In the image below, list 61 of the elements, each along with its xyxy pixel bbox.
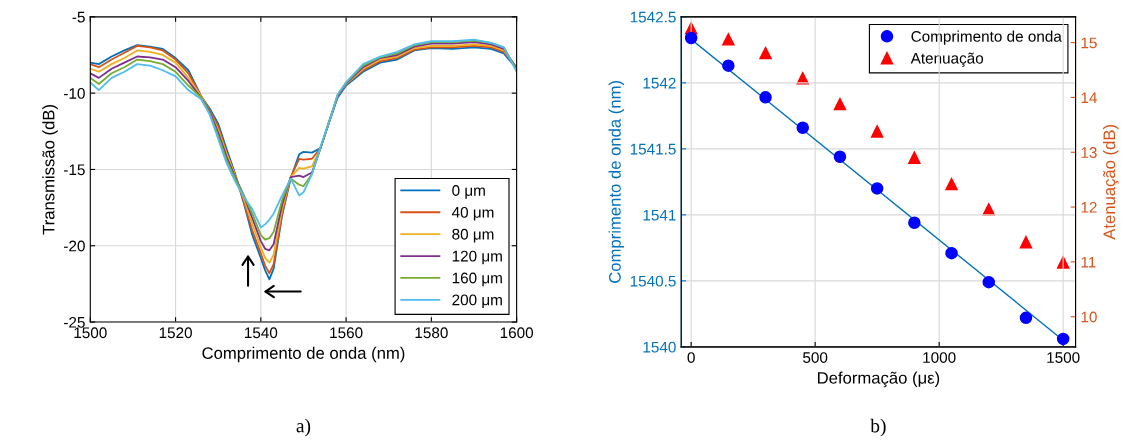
x-axis-title: Deformação (με) [817, 371, 940, 388]
y-axis-title: Transmissão (dB) [42, 105, 58, 235]
point [684, 31, 698, 45]
legend-label: Comprimento de onda [911, 30, 1062, 45]
point [870, 125, 884, 138]
x-tick-label: 1540 [245, 327, 278, 339]
y2-tick-label: 13 [1081, 147, 1097, 158]
y-tick-label: -20 [64, 240, 85, 252]
x-tick-label: 500 [803, 352, 828, 363]
point [1019, 235, 1033, 249]
point [870, 182, 884, 195]
point [1019, 311, 1033, 325]
legend-label: 80 μm [452, 228, 494, 243]
x-tick-label: 1580 [415, 327, 448, 339]
y2-tick-label: 14 [1081, 92, 1097, 103]
legend-label: Atenuação [910, 52, 984, 67]
text: a) [296, 418, 311, 437]
x-tick-label: 1500 [74, 327, 107, 339]
x-axis-title: Comprimento de onda (nm) [202, 346, 405, 363]
y-tick-label: -15 [64, 164, 85, 176]
y-tick-label: -25 [64, 316, 85, 328]
legend-label: 0 μm [452, 185, 485, 199]
y-tick-label: 1542.5 [630, 11, 676, 23]
y2-tick-label: 15 [1081, 37, 1097, 49]
point [722, 59, 735, 72]
point [908, 151, 921, 164]
x-tick-label: 0 [687, 352, 695, 363]
point [796, 121, 810, 134]
point [833, 150, 847, 164]
point [1056, 256, 1070, 269]
y-tick-label: 1541.5 [630, 143, 676, 155]
x-tick-label: 1560 [330, 327, 363, 339]
point [908, 216, 921, 230]
legend-label: 40 μm [451, 206, 494, 221]
point [945, 177, 958, 191]
text: b) [870, 418, 886, 437]
point [759, 91, 772, 104]
legend-label: 120 μm [452, 250, 502, 265]
y-tick-label: 1542 [643, 77, 676, 89]
y-tick-label: -10 [64, 88, 85, 99]
point [833, 97, 847, 111]
y-axis-title: Comprimento de onda (nm) [608, 80, 625, 283]
y-tick-label: 1540 [643, 341, 676, 353]
x-tick-label: 1500 [1047, 352, 1080, 363]
y2-tick-label: 12 [1081, 201, 1097, 213]
y2-tick-label: 11 [1081, 256, 1096, 268]
y-tick-label: 1540.5 [630, 275, 676, 287]
point [945, 246, 958, 260]
y-tick-label: -5 [72, 11, 85, 23]
y2-axis-title: Atenuação (dB) [1102, 124, 1119, 240]
y2-tick-label: 10 [1081, 311, 1097, 323]
point [1056, 332, 1070, 346]
x-tick-label: 1520 [159, 327, 192, 339]
point [982, 275, 996, 289]
legend-label: 160 μm [452, 272, 502, 287]
point [722, 33, 735, 46]
x-tick-label: 1600 [500, 327, 534, 339]
y-tick-label: 1541 [643, 209, 676, 221]
point [759, 46, 772, 60]
legend-label: 200 μm [452, 294, 502, 309]
x-tick-label: 1000 [923, 352, 956, 363]
